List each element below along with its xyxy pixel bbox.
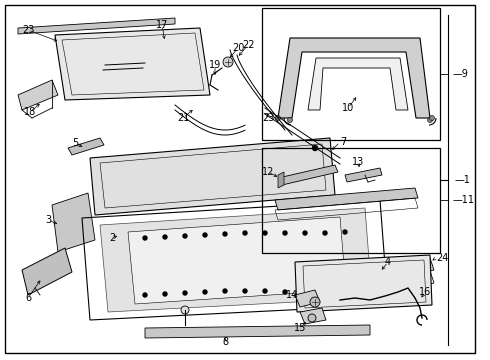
Circle shape xyxy=(203,290,207,294)
Text: —11: —11 xyxy=(453,195,475,205)
Text: 13: 13 xyxy=(352,157,364,167)
Polygon shape xyxy=(18,18,175,34)
Circle shape xyxy=(183,234,187,238)
Circle shape xyxy=(203,233,207,237)
Circle shape xyxy=(223,232,227,236)
Circle shape xyxy=(343,230,347,234)
Circle shape xyxy=(163,235,167,239)
Text: 18: 18 xyxy=(24,107,36,117)
Polygon shape xyxy=(295,290,320,307)
Text: 16: 16 xyxy=(419,287,431,297)
Circle shape xyxy=(288,117,293,122)
Polygon shape xyxy=(145,325,370,338)
Bar xyxy=(262,148,440,253)
Circle shape xyxy=(313,145,318,150)
Polygon shape xyxy=(275,188,418,210)
Polygon shape xyxy=(90,138,335,215)
Circle shape xyxy=(223,289,227,293)
Text: 23: 23 xyxy=(262,113,274,123)
Polygon shape xyxy=(18,80,58,110)
Polygon shape xyxy=(55,28,210,100)
Polygon shape xyxy=(300,308,326,324)
Polygon shape xyxy=(278,165,338,185)
Text: 6: 6 xyxy=(25,293,31,303)
Circle shape xyxy=(430,116,435,121)
Text: 5: 5 xyxy=(72,138,78,148)
Polygon shape xyxy=(295,255,432,312)
Circle shape xyxy=(323,291,327,295)
Polygon shape xyxy=(360,258,434,284)
Text: 19: 19 xyxy=(209,60,221,70)
Text: 4: 4 xyxy=(385,257,391,267)
Text: 3: 3 xyxy=(45,215,51,225)
Text: 2: 2 xyxy=(109,233,115,243)
Circle shape xyxy=(283,231,287,235)
Circle shape xyxy=(308,314,316,322)
Text: 10: 10 xyxy=(342,103,354,113)
Circle shape xyxy=(275,116,280,121)
Circle shape xyxy=(183,291,187,295)
Polygon shape xyxy=(100,208,372,312)
Text: 14: 14 xyxy=(286,290,298,300)
Circle shape xyxy=(181,306,189,314)
Text: 20: 20 xyxy=(232,43,244,53)
Polygon shape xyxy=(278,172,284,188)
Text: 12: 12 xyxy=(262,167,274,177)
Circle shape xyxy=(263,289,267,293)
Text: 17: 17 xyxy=(156,20,168,30)
Text: 21: 21 xyxy=(177,113,189,123)
Circle shape xyxy=(243,231,247,235)
Text: 22: 22 xyxy=(242,40,254,50)
Polygon shape xyxy=(308,58,408,110)
Bar xyxy=(262,8,440,140)
Text: 23: 23 xyxy=(22,25,34,35)
Polygon shape xyxy=(345,168,382,182)
Circle shape xyxy=(283,290,287,294)
Circle shape xyxy=(303,290,307,294)
Polygon shape xyxy=(52,193,95,252)
Text: 24: 24 xyxy=(436,253,448,263)
Circle shape xyxy=(143,236,147,240)
Circle shape xyxy=(310,297,320,307)
Polygon shape xyxy=(128,217,346,304)
Polygon shape xyxy=(68,138,104,155)
Text: 8: 8 xyxy=(222,337,228,347)
Circle shape xyxy=(303,231,307,235)
Circle shape xyxy=(323,231,327,235)
Circle shape xyxy=(263,231,267,235)
Circle shape xyxy=(243,289,247,293)
Polygon shape xyxy=(22,248,72,295)
Circle shape xyxy=(143,293,147,297)
Text: 7: 7 xyxy=(340,137,346,147)
Circle shape xyxy=(163,292,167,296)
Text: 15: 15 xyxy=(294,323,306,333)
Text: —9: —9 xyxy=(453,69,469,79)
Text: —1: —1 xyxy=(455,175,471,185)
Polygon shape xyxy=(278,38,430,118)
Circle shape xyxy=(223,57,233,67)
Circle shape xyxy=(427,117,433,122)
